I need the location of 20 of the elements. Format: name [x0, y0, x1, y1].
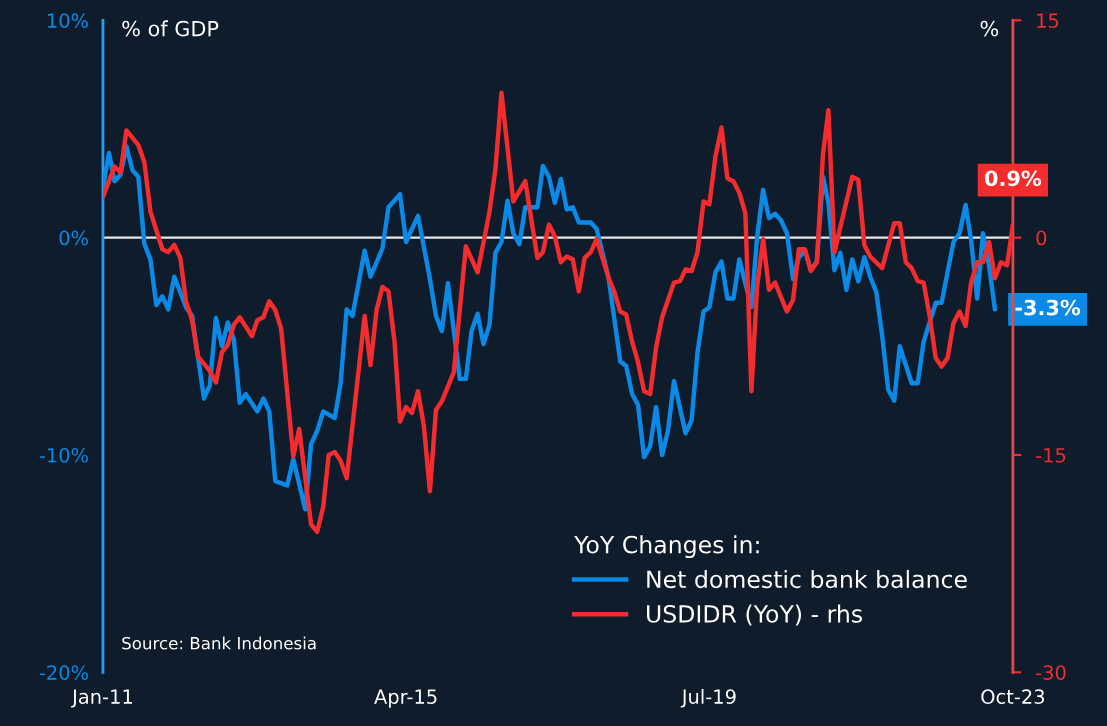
data-label: -3.3% [1015, 299, 1081, 316]
y-tick-label: 10% [47, 13, 88, 28]
y-tick-label: 0% [59, 230, 88, 246]
data-label: 0.9% [985, 170, 1042, 187]
y2-tick-label: -30 [1036, 665, 1066, 680]
annotation: Source: Bank Indonesia [122, 636, 316, 650]
y2-tick-label: 15 [1037, 13, 1059, 28]
x-tick-label: Jul-19 [680, 688, 736, 708]
x-tick-label: Jan-11 [71, 689, 133, 708]
legend-label: Net domestic bank balance [647, 569, 967, 589]
x-tick-label: Oct-23 [981, 689, 1045, 704]
x-tick-label: Apr-15 [374, 689, 437, 708]
y2-tick-label: 0 [1036, 230, 1047, 246]
legend-label: USDIDR (YoY) - rhs [647, 604, 862, 626]
y-tick-label: -20% [39, 665, 88, 680]
legend-title: YoY Changes in: [574, 535, 759, 559]
y2-axis-title: % [980, 20, 999, 37]
y2-tick-label: -15 [1036, 448, 1066, 463]
y-tick-label: -10% [39, 447, 88, 463]
y-axis-title: % of GDP [122, 20, 219, 37]
